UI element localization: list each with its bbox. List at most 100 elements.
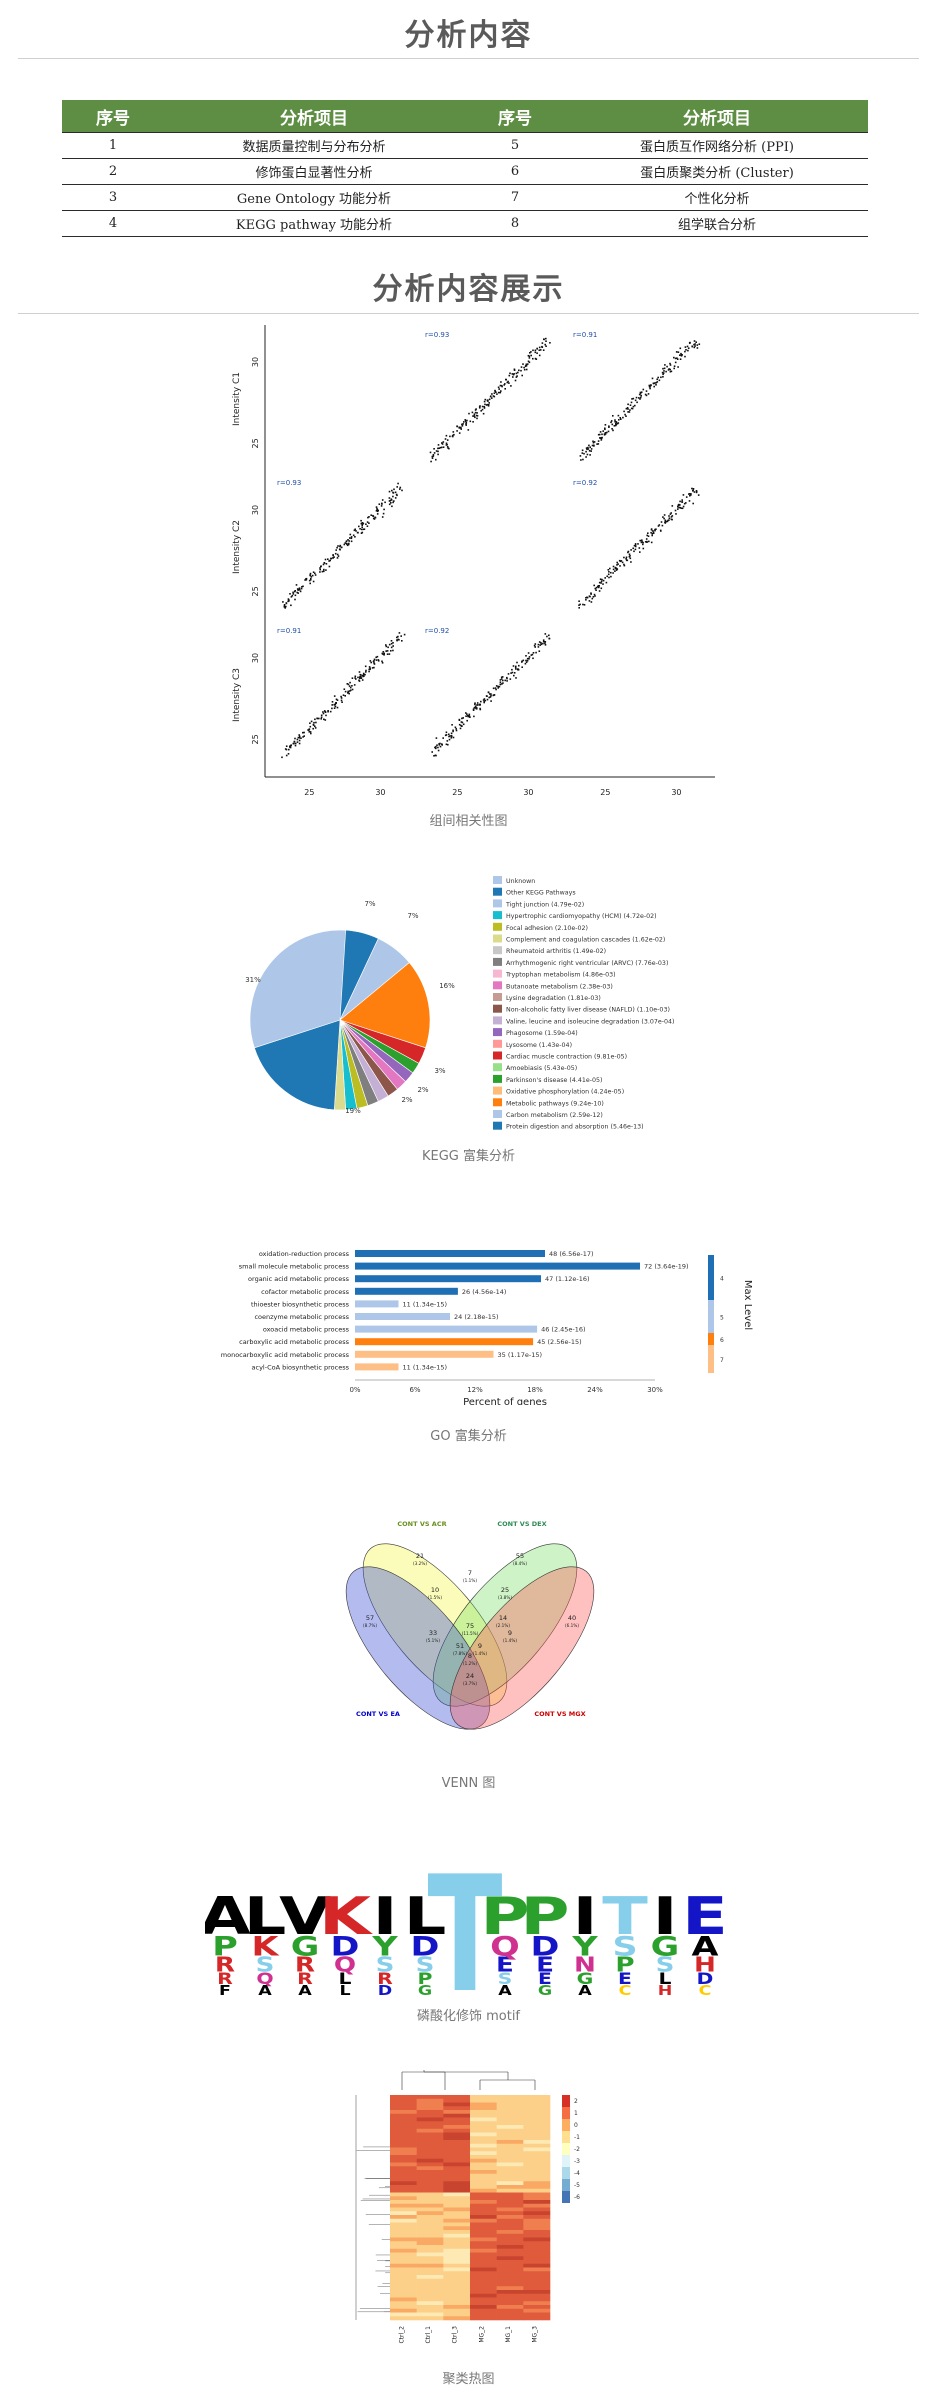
scatter-point — [624, 413, 626, 416]
heatmap-cell — [416, 2147, 444, 2152]
heatmap-cell — [523, 2098, 551, 2103]
motif-letter: E — [538, 1970, 552, 1988]
scatter-point — [495, 688, 497, 691]
scale-swatch — [562, 2119, 570, 2131]
go-bar-chart: oxidation-reduction process 48 (6.56e-17)… — [221, 1250, 753, 1405]
heatmap-cell — [470, 2102, 497, 2107]
scatter-point — [368, 666, 371, 668]
scatter-point — [347, 543, 350, 546]
scatter-point — [465, 420, 467, 423]
scatter-point — [538, 650, 541, 652]
heatmap-cell — [390, 2233, 417, 2238]
scatter-point — [383, 508, 385, 511]
heatmap-cell — [496, 2125, 524, 2130]
scatter-point — [354, 536, 356, 538]
scatter-point — [464, 419, 466, 421]
scatter-point — [361, 522, 364, 524]
scatter-point — [350, 537, 353, 540]
scatter-point — [453, 433, 455, 436]
scatter-point — [357, 676, 359, 679]
scatter-point — [615, 421, 618, 423]
scatter-point — [542, 640, 545, 643]
scatter-point — [506, 680, 508, 682]
scatter-point — [331, 701, 334, 703]
heatmap-cell — [416, 2110, 444, 2115]
scatter-point — [354, 677, 356, 679]
scatter-point — [679, 347, 682, 350]
scatter-point — [689, 494, 691, 497]
scatter-point — [400, 635, 402, 637]
scatter-point — [383, 652, 385, 655]
scatter-point — [492, 395, 495, 397]
scatter-point — [667, 519, 669, 522]
motif-letter: A — [205, 1887, 251, 1947]
heatmap-cell — [496, 2316, 524, 2321]
region-pct: (1.1%) — [463, 1578, 477, 1583]
scatter-point — [437, 447, 439, 450]
heatmap-cell — [523, 2233, 551, 2238]
scatter-point — [636, 401, 638, 404]
region-count: 33 — [429, 1629, 437, 1637]
scatter-point — [314, 574, 317, 576]
scatter-point — [615, 569, 618, 571]
scatter-point — [689, 341, 691, 344]
scatter-point — [362, 523, 364, 525]
table-cell: 3 — [62, 184, 164, 211]
go-bar — [355, 1363, 399, 1371]
scatter-point — [614, 567, 617, 570]
scatter-point — [639, 396, 642, 399]
scatter-point — [600, 580, 603, 583]
scatter-point — [446, 443, 448, 446]
scatter-point — [660, 376, 662, 379]
scatter-point — [598, 590, 601, 592]
heatmap-cell — [443, 2200, 471, 2205]
scatter-point — [335, 698, 338, 701]
heatmap-cell — [523, 2173, 551, 2178]
scatter-point — [648, 385, 651, 388]
scatter-point — [459, 727, 462, 730]
scatter-point — [651, 377, 654, 380]
scatter-point — [487, 400, 489, 402]
heatmap-cell — [416, 2132, 444, 2137]
heatmap-cell — [523, 2293, 551, 2298]
heatmap-cell — [496, 2128, 524, 2133]
scatter-point — [474, 702, 476, 704]
scatter-point — [367, 516, 369, 519]
scatter-point — [394, 491, 397, 494]
scatter-point — [697, 494, 700, 496]
scatter-point — [385, 645, 388, 648]
scatter-point — [619, 560, 622, 563]
term-label: carboxylic acid metabolic process — [239, 1338, 349, 1346]
scatter-point — [340, 695, 342, 698]
scatter-point — [329, 559, 331, 562]
scatter-point — [517, 668, 519, 671]
heatmap-cell — [443, 2312, 471, 2317]
heatmap-cell — [496, 2151, 524, 2156]
scatter-point — [371, 667, 374, 669]
scatter-point — [655, 384, 657, 386]
heatmap-cell — [390, 2143, 417, 2148]
scatter-point — [628, 553, 631, 556]
heatmap-cell — [523, 2113, 551, 2118]
scatter-point — [445, 743, 448, 746]
scatter-point — [498, 388, 500, 390]
scatter-point — [610, 421, 612, 424]
scatter-point — [340, 546, 343, 549]
scatter-point — [641, 540, 643, 543]
motif-letter: D — [411, 1931, 440, 1962]
scatter-point — [337, 555, 340, 557]
heatmap-cell — [470, 2211, 497, 2216]
scatter-point — [381, 499, 384, 501]
scatter-point — [368, 516, 370, 518]
scatter-point — [610, 571, 612, 574]
scatter-point — [438, 744, 441, 746]
heatmap-cell — [443, 2192, 471, 2197]
scatter-point — [392, 645, 394, 647]
scatter-point — [535, 651, 537, 654]
scatter-point — [331, 707, 333, 710]
scatter-point — [479, 407, 481, 409]
scatter-point — [684, 355, 686, 358]
venn-set — [449, 1566, 595, 1730]
scatter-point — [390, 650, 392, 652]
scatter-point — [504, 388, 506, 390]
